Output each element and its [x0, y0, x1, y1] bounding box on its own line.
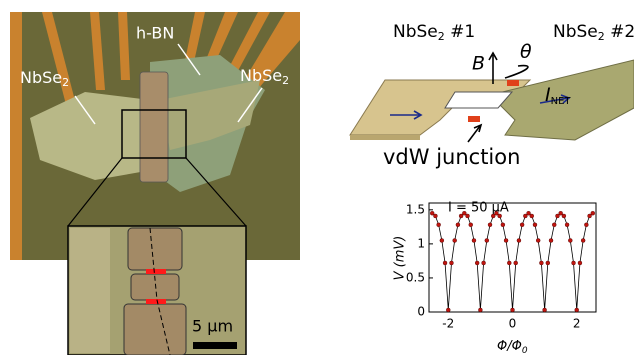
data-point: [437, 223, 441, 227]
junction: [146, 269, 166, 274]
x-axis-label: Φ/Φ0: [497, 339, 528, 355]
label-part: #2: [605, 22, 634, 42]
data-point: [536, 238, 540, 242]
label-part: NbSe: [393, 22, 438, 42]
inset-flake: [70, 228, 110, 353]
data-point: [504, 238, 508, 242]
data-point: [546, 261, 550, 265]
data-point: [462, 211, 466, 215]
data-point: [485, 238, 489, 242]
annotation: I = 50 µA: [448, 201, 509, 216]
label-sub: 2: [438, 30, 445, 43]
data-line: [432, 213, 593, 310]
data-point: [475, 261, 479, 265]
x-tick-label: 0: [509, 317, 517, 331]
data-point: [440, 238, 444, 242]
figure: h-BN NbSe2 NbSe2 5 µm NbSe2 #1 NbSe2 #2 …: [0, 0, 634, 355]
data-point: [539, 261, 543, 265]
hbn-label: h-BN: [136, 24, 174, 43]
flake-label: NbSe2 #2: [553, 22, 634, 43]
junction: [507, 80, 519, 86]
plot-frame: [429, 203, 596, 312]
data-point: [511, 308, 515, 312]
label-part: NbSe: [20, 68, 62, 87]
data-point: [514, 261, 518, 265]
junction-label: vdW junction: [383, 145, 520, 169]
label-part: NbSe: [240, 66, 282, 85]
label-sub: 2: [598, 30, 605, 43]
data-point: [453, 238, 457, 242]
data-point: [572, 261, 576, 265]
data-point: [466, 214, 470, 218]
data-point: [491, 214, 495, 218]
data-point: [581, 238, 585, 242]
scale-bar: [193, 342, 237, 349]
data-point: [443, 261, 447, 265]
data-point: [533, 223, 537, 227]
data-point: [575, 308, 579, 312]
data-point: [562, 214, 566, 218]
data-point: [478, 308, 482, 312]
data-point: [588, 214, 592, 218]
label-sub: 2: [62, 76, 69, 89]
data-point: [433, 214, 437, 218]
data-point: [482, 261, 486, 265]
data-point: [578, 261, 582, 265]
data-point: [559, 211, 563, 215]
inset-pad: [124, 304, 186, 355]
data-point: [517, 238, 521, 242]
flake-1-edge: [350, 135, 420, 140]
junction: [146, 299, 166, 304]
label-sub: 0: [522, 346, 528, 355]
flake-label: NbSe2 #1: [393, 22, 475, 43]
data-point: [456, 223, 460, 227]
x-tick-label: 2: [573, 317, 581, 331]
y-tick-label: 0: [417, 305, 425, 319]
label-part: Φ/Φ: [497, 339, 522, 354]
data-point: [527, 211, 531, 215]
data-point: [520, 223, 524, 227]
nbse2-label: NbSe2: [20, 68, 69, 90]
data-point: [565, 223, 569, 227]
label-sub: 2: [282, 74, 289, 87]
data-point: [591, 211, 595, 215]
label-sub: NET: [551, 96, 572, 107]
y-tick-label: 1.5: [406, 202, 425, 216]
data-point: [555, 214, 559, 218]
data-point: [459, 214, 463, 218]
data-point: [552, 223, 556, 227]
micrograph: h-BN NbSe2 NbSe2 5 µm: [10, 12, 300, 355]
data-point: [523, 214, 527, 218]
electrode-pad: [140, 72, 168, 182]
data-point: [494, 211, 498, 215]
x-tick-label: -2: [442, 317, 454, 331]
data-point: [543, 308, 547, 312]
inset-pad: [128, 228, 182, 270]
y-tick-label: 0.5: [406, 270, 425, 284]
data-point: [498, 214, 502, 218]
data-point: [507, 261, 511, 265]
data-point: [472, 238, 476, 242]
label-part: #1: [445, 22, 475, 42]
data-point: [584, 223, 588, 227]
data-point: [530, 214, 534, 218]
data-point: [430, 211, 434, 215]
nbse2-label: NbSe2: [240, 66, 289, 88]
data-point: [568, 238, 572, 242]
field-label: B: [472, 53, 485, 75]
data-point: [549, 238, 553, 242]
data-point: [446, 308, 450, 312]
schematic: NbSe2 #1 NbSe2 #2 B θ INET vdW junction: [350, 22, 634, 169]
data-point: [469, 223, 473, 227]
scale-label: 5 µm: [192, 317, 233, 336]
data-point: [449, 261, 453, 265]
data-point: [488, 223, 492, 227]
angle-label: θ: [520, 41, 532, 63]
y-tick-label: 1: [417, 236, 425, 250]
label-part: NbSe: [553, 22, 598, 42]
data-point: [501, 223, 505, 227]
junction: [468, 116, 480, 122]
